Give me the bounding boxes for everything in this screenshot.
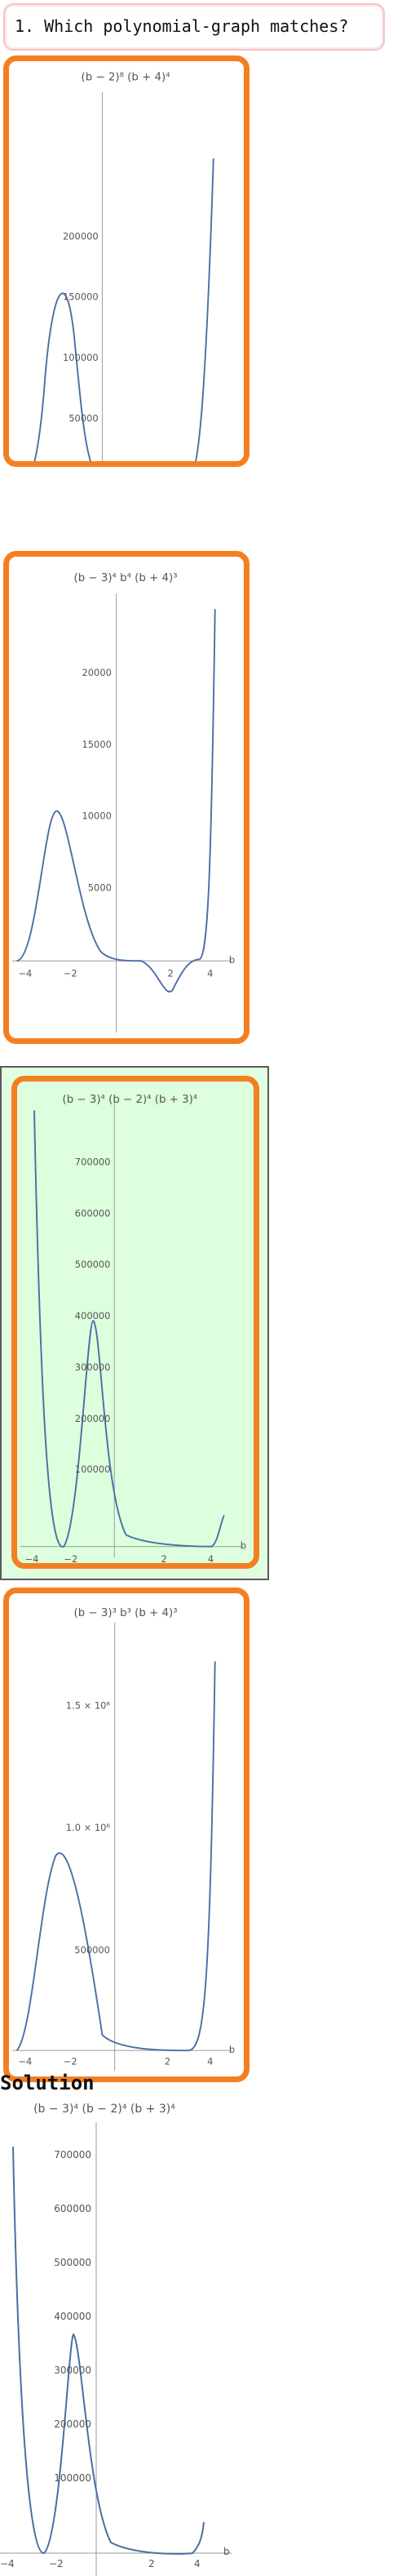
x-axis-label: b (229, 954, 235, 966)
y-tick: 500000 (54, 2257, 91, 2268)
solution-plot-title: (b − 3)⁴ (b − 2)⁴ (b + 3)⁴ (33, 2103, 175, 2116)
x-tick: −2 (64, 2055, 77, 2067)
y-tick: 400000 (75, 1310, 111, 1321)
x-tick: −2 (64, 967, 77, 979)
x-tick: 2 (161, 1553, 166, 1563)
y-tick: 5000 (88, 882, 112, 893)
y-tick: 600000 (75, 1207, 111, 1219)
question-box: 1. Which polynomial-graph matches? (3, 3, 385, 51)
plot-title: (b − 3)⁴ (b − 2)⁴ (b + 3)⁴ (63, 1094, 198, 1106)
question-text: 1. Which polynomial-graph matches? (15, 16, 349, 36)
y-tick: 200000 (54, 2418, 91, 2430)
option-plot-4: (b − 3)³ b³ (b + 4)³ −4 −2 2 4 500000 1.… (11, 1607, 235, 2071)
option-card-3[interactable]: (b − 3)⁴ (b − 2)⁴ (b + 3)⁴ −4 −2 2 4 100… (11, 1076, 259, 1569)
y-tick: 100000 (54, 2472, 91, 2484)
y-tick: 300000 (75, 1361, 111, 1373)
selected-option-highlight: (b − 3)⁴ (b − 2)⁴ (b + 3)⁴ −4 −2 2 4 100… (0, 1066, 269, 1580)
x-tick: 4 (207, 2055, 213, 2067)
x-tick: −2 (64, 1553, 77, 1563)
y-tick: 200000 (63, 230, 99, 242)
y-tick: 500000 (74, 1944, 110, 1956)
option-card-4[interactable]: (b − 3)³ b³ (b + 4)³ −4 −2 2 4 500000 1.… (3, 1588, 249, 2082)
y-tick: 500000 (75, 1259, 111, 1270)
option-plot-2: (b − 3)⁴ b⁴ (b + 4)³ −4 −2 2 4 5000 1000… (11, 572, 235, 1033)
y-tick: 1.0 × 10⁶ (66, 1822, 111, 1833)
y-tick: 300000 (54, 2365, 91, 2376)
y-tick: 700000 (54, 2149, 91, 2161)
option-card-2[interactable]: (b − 3)⁴ b⁴ (b + 4)³ −4 −2 2 4 5000 1000… (3, 551, 249, 1044)
option-plot-1: (b − 2)⁸ (b + 4)⁴ −4 −2 2 4 50000 100000… (33, 72, 214, 461)
y-tick: 20000 (82, 667, 111, 678)
x-tick: −2 (49, 2558, 64, 2569)
x-tick: 4 (207, 967, 213, 979)
solution-heading: Solution (0, 2072, 95, 2094)
x-axis-label: b (229, 2044, 235, 2055)
option-card-1[interactable]: (b − 2)⁸ (b + 4)⁴ −4 −2 2 4 50000 100000… (3, 56, 249, 467)
y-tick: 150000 (63, 291, 99, 303)
option-plot-3: (b − 3)⁴ (b − 2)⁴ (b + 3)⁴ −4 −2 2 4 100… (20, 1094, 246, 1563)
y-tick: 100000 (63, 352, 99, 363)
y-tick: 700000 (75, 1156, 111, 1167)
x-tick: 2 (168, 967, 174, 979)
y-tick: 100000 (75, 1463, 111, 1475)
plot-title: (b − 2)⁸ (b + 4)⁴ (82, 72, 170, 84)
x-tick: −4 (18, 967, 32, 979)
x-tick: 2 (165, 2055, 170, 2067)
x-tick: 4 (208, 1553, 214, 1563)
x-axis-label: b (241, 1540, 246, 1552)
y-tick: 15000 (82, 739, 111, 750)
x-tick: −4 (25, 1553, 39, 1563)
solution-plot: (b − 3)⁴ (b − 2)⁴ (b + 3)⁴ −4 −2 2 4 100… (0, 2103, 232, 2576)
y-tick: 200000 (75, 1413, 111, 1424)
y-tick: 600000 (54, 2203, 91, 2214)
x-tick: 4 (194, 2558, 201, 2569)
x-axis-label: b (223, 2546, 230, 2557)
y-tick: 1.5 × 10⁶ (66, 1700, 111, 1712)
x-tick: 2 (148, 2558, 155, 2569)
x-tick: −4 (18, 2055, 32, 2067)
y-tick: 50000 (68, 412, 98, 424)
y-tick: 400000 (54, 2311, 91, 2322)
y-tick: 10000 (82, 811, 111, 822)
x-tick: −4 (0, 2558, 15, 2569)
plot-title: (b − 3)⁴ b⁴ (b + 4)³ (74, 572, 178, 584)
plot-title: (b − 3)³ b³ (b + 4)³ (74, 1607, 178, 1619)
